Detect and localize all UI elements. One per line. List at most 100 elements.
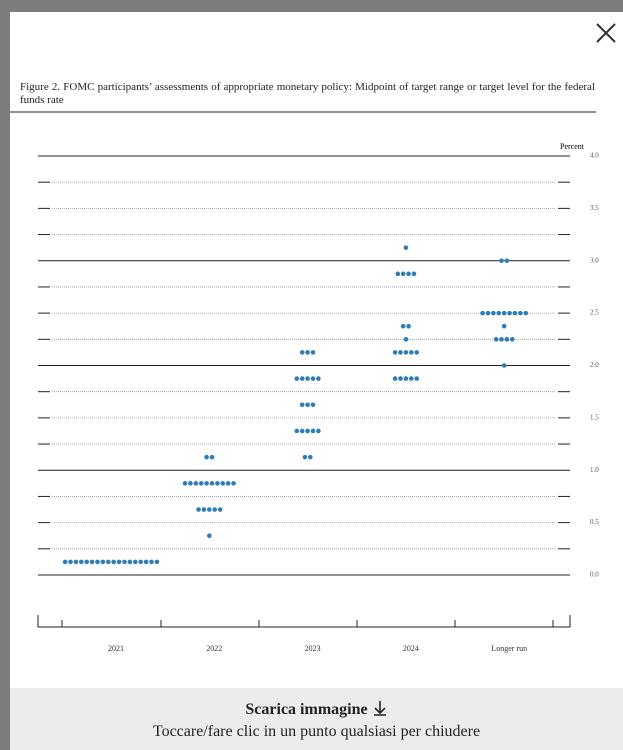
dot [305,402,310,408]
dot-row [403,245,409,250]
dot [414,376,420,381]
x-tick-label: 2024 [403,644,419,653]
dot [491,310,496,316]
y-tick-label: 1.5 [590,413,599,421]
dot [62,559,68,565]
dot [496,310,502,316]
dot [294,376,300,381]
dot [403,245,409,250]
dot [127,559,133,565]
dot [89,559,95,565]
dot [212,507,217,512]
dot [138,559,143,565]
dot [149,559,154,565]
dot [209,481,215,486]
dot [392,376,398,381]
dot [116,559,122,565]
download-label[interactable]: Scarica immagine [245,701,368,718]
dot [398,376,403,381]
dot [122,559,127,565]
dot [207,507,212,512]
x-tick-label: 2021 [108,644,124,653]
dot [308,454,313,460]
dot [501,310,507,316]
dot [406,323,411,329]
dot [201,507,207,512]
dot [220,481,226,486]
dot [305,350,310,355]
dot [403,337,409,342]
dot [411,271,417,277]
dot [480,310,485,316]
y-tick-label: 2.0 [590,361,599,369]
dot [231,481,236,486]
dot-row [196,507,223,512]
dot [215,481,220,486]
dot [305,428,310,434]
y-axis-label: Percent [560,142,585,151]
dot-row [294,376,321,381]
dot [409,376,414,381]
dot [395,271,401,277]
dot [392,350,398,355]
dot [310,376,316,381]
dot [209,454,215,460]
dot [207,533,212,539]
dot [305,376,310,381]
x-tick-label: 2023 [305,644,321,653]
dot-row [395,271,417,277]
dot [504,337,510,342]
download-icon[interactable] [372,700,388,716]
dot [493,337,499,342]
dot [299,402,305,408]
x-tick-label: Longer run [491,644,527,653]
y-tick-label: 2.5 [590,309,599,317]
chart-title: Figure 2. FOMC participants’ assessments… [20,81,595,106]
y-tick-label: 3.0 [590,256,599,264]
close-hint: Toccare/fare clic in un punto qualsiasi … [152,723,481,740]
dot-row [299,402,316,408]
dot [409,350,414,355]
y-tick-label: 0.5 [590,518,599,526]
dot [299,376,305,381]
dot [106,559,111,565]
dot [188,481,193,486]
dot-row [501,323,507,329]
x-axis [37,615,571,628]
dot-row [501,363,507,368]
dot [302,454,308,460]
dot [499,337,504,342]
dot-row [392,350,420,355]
y-tick-label: 4.0 [590,152,599,160]
dot [507,310,512,316]
dot-row [207,533,212,539]
dot [299,350,305,355]
download-button[interactable]: Scarica immagine [10,700,623,719]
modal-footer: Scarica immagine Toccare/fare clic in un… [10,688,623,750]
dot-row [403,337,409,342]
dot-row [299,350,316,355]
dot [111,559,116,565]
close-button[interactable] [596,23,616,43]
dot [310,402,316,408]
dot [414,350,420,355]
dot [299,428,305,434]
dot [398,350,403,355]
dot [100,559,106,565]
x-tick-label: 2022 [206,644,222,653]
chart: Percent 0.0 0.5 1.0 1.5 2.0 2.5 3.0 3.5 4.0 2021 2… [10,23,616,653]
dot [68,559,73,565]
dot [196,507,201,512]
dot [406,271,411,277]
dot [316,428,321,434]
dot [510,337,515,342]
dot [73,559,79,565]
dot [143,559,149,565]
dot-row [493,337,515,342]
dot [403,376,409,381]
dot [84,559,89,565]
dot-row [392,376,420,381]
dot [512,310,518,316]
dot [133,559,138,565]
